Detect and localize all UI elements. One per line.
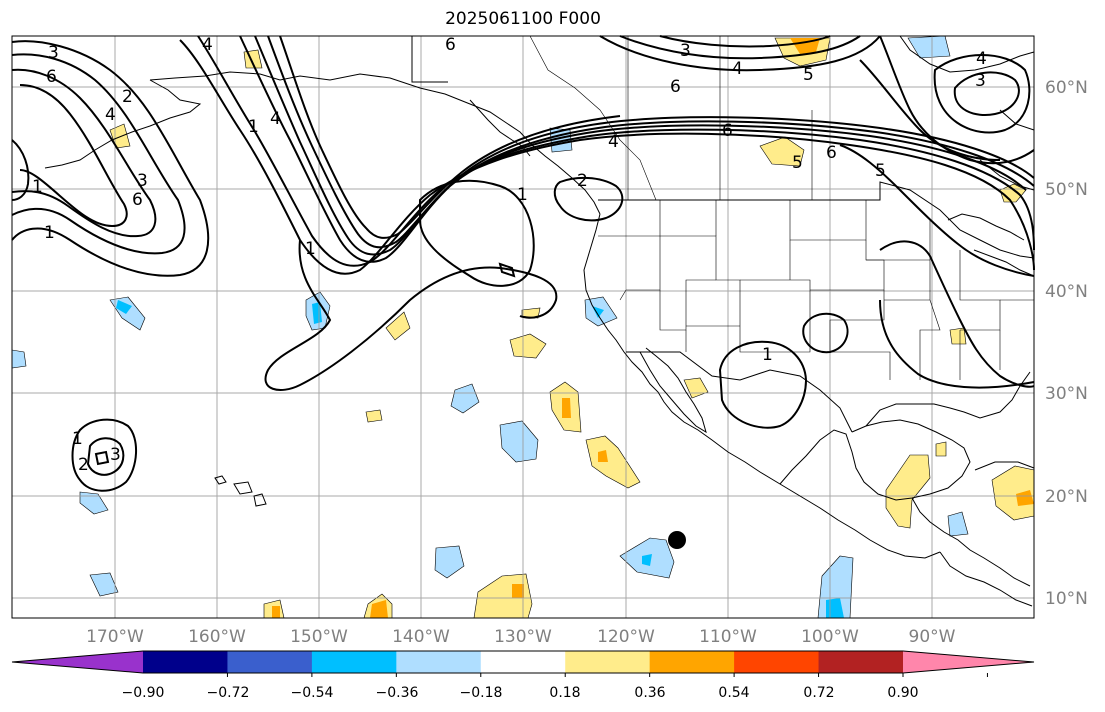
- contour-label: 1: [517, 185, 528, 205]
- location-marker: [668, 531, 686, 549]
- colorbar-tick-label: −0.90: [122, 685, 165, 701]
- lon-label: 130°W: [494, 627, 552, 647]
- country-borders: [598, 181, 1035, 433]
- colorbar-segment: [396, 651, 482, 673]
- contour-label: 1: [44, 223, 55, 243]
- shade-pos: [385, 311, 411, 341]
- shade-neg: [434, 545, 465, 579]
- shade-neg: [450, 383, 480, 414]
- map-title: 2025061100 F000: [445, 9, 601, 29]
- shade-pos: [365, 409, 383, 423]
- contour-label: 1: [762, 345, 773, 365]
- contour-label: 4: [732, 59, 743, 79]
- colorbar-tick-label: 0.54: [718, 685, 749, 701]
- colorbar-segment: [143, 651, 228, 673]
- contour-label: 5: [803, 65, 814, 85]
- shade-pos: [509, 333, 547, 359]
- lon-label: 160°W: [188, 627, 246, 647]
- contour-label: 6: [132, 190, 143, 210]
- contour-label: 1: [248, 117, 259, 137]
- colorbar-extend-high: [903, 651, 1034, 673]
- map-frame: [11, 35, 1035, 619]
- colorbar-tick-label: −0.36: [376, 685, 419, 701]
- lon-label: 90°W: [909, 627, 956, 647]
- colorbar-segment: [565, 651, 651, 673]
- contour-label: 2: [78, 455, 89, 475]
- shade-pos: [521, 307, 541, 319]
- colorbar-extend-low: [12, 651, 143, 673]
- shade-neg: [89, 572, 119, 597]
- lat-label: 30°N: [1045, 384, 1088, 404]
- colorbar-tick-label: −0.54: [291, 685, 334, 701]
- contour-label: 3: [48, 43, 59, 63]
- shade-neg: [907, 35, 951, 59]
- contour-label: 6: [722, 121, 733, 141]
- lat-label: 40°N: [1045, 282, 1088, 302]
- contour-label: 3: [137, 171, 148, 191]
- contour-label: 5: [792, 153, 803, 173]
- lat-label: 10°N: [1045, 589, 1088, 609]
- colorbar-tick-label: 0.90: [887, 685, 918, 701]
- contour-label: 5: [875, 161, 886, 181]
- contour-label: 6: [670, 77, 681, 97]
- lon-label: 120°W: [597, 627, 655, 647]
- contour-label: 4: [270, 109, 281, 129]
- contour-labels: 3 6 2 4 1 6 3 4 6 5 6 4 1 2 1 3 4 2 1 4 …: [32, 35, 987, 475]
- colorbar-tick-label: −0.72: [207, 685, 250, 701]
- shade-neg: [79, 491, 109, 515]
- colorbar-tick-labels: −0.90 −0.72 −0.54 −0.36 −0.18 0.18 0.36 …: [122, 685, 919, 701]
- gridlines: [12, 36, 1034, 618]
- coastlines: [44, 35, 1035, 607]
- colorbar-segment: [818, 651, 904, 673]
- colorbar-tick-label: −0.18: [460, 685, 503, 701]
- lat-axis-labels: 60°N 50°N 40°N 30°N 20°N 10°N: [1045, 78, 1088, 609]
- contour-label: 3: [680, 41, 691, 61]
- lon-label: 110°W: [699, 627, 757, 647]
- contour-label: 1: [32, 177, 43, 197]
- contour-lines: [11, 35, 1035, 492]
- contour-label: 6: [445, 35, 456, 55]
- shade-pos: [885, 454, 931, 529]
- lat-label: 60°N: [1045, 78, 1088, 98]
- lon-label: 100°W: [801, 627, 859, 647]
- colorbar-segment: [311, 651, 397, 673]
- contour-label: 4: [608, 132, 619, 152]
- contour-label: 1: [72, 429, 83, 449]
- shade-pos: [109, 123, 131, 149]
- lat-label: 50°N: [1045, 180, 1088, 200]
- contour-label: 1: [305, 239, 316, 259]
- colorbar-segment: [734, 651, 820, 673]
- lon-label: 150°W: [290, 627, 348, 647]
- contour-label: 2: [577, 171, 588, 191]
- colorbar: [11, 650, 1035, 677]
- shade-pos: [935, 441, 947, 457]
- shade-pos: [949, 327, 967, 345]
- colorbar-segment: [649, 651, 735, 673]
- state-borders: [598, 200, 1034, 380]
- colorbar-segment: [480, 651, 566, 673]
- contour-label: 2: [122, 87, 133, 107]
- shade-pos: [759, 136, 805, 167]
- lon-axis-labels: 170°W 160°W 150°W 140°W 130°W 120°W 110°…: [86, 627, 956, 647]
- shade-neg: [499, 420, 539, 463]
- contour-label: 3: [110, 445, 121, 465]
- lon-label: 170°W: [86, 627, 144, 647]
- colorbar-outline: [11, 650, 1035, 674]
- contour-label: 6: [826, 143, 837, 163]
- colorbar-tick-label: 0.72: [803, 685, 834, 701]
- shade-neg: [11, 349, 27, 369]
- shade-pos: [585, 435, 641, 489]
- shade-neg: [947, 511, 969, 537]
- contour-label: 4: [976, 49, 987, 69]
- contour-label: 4: [202, 35, 213, 55]
- contour-label: 6: [46, 67, 57, 87]
- lat-label: 20°N: [1045, 487, 1088, 507]
- contour-label: 3: [975, 71, 986, 91]
- colorbar-tick-label: 0.18: [549, 685, 580, 701]
- colorbar-segment: [227, 651, 313, 673]
- lon-label: 140°W: [392, 627, 450, 647]
- colorbar-tick-label: 0.36: [634, 685, 665, 701]
- contour-label: 4: [105, 105, 116, 125]
